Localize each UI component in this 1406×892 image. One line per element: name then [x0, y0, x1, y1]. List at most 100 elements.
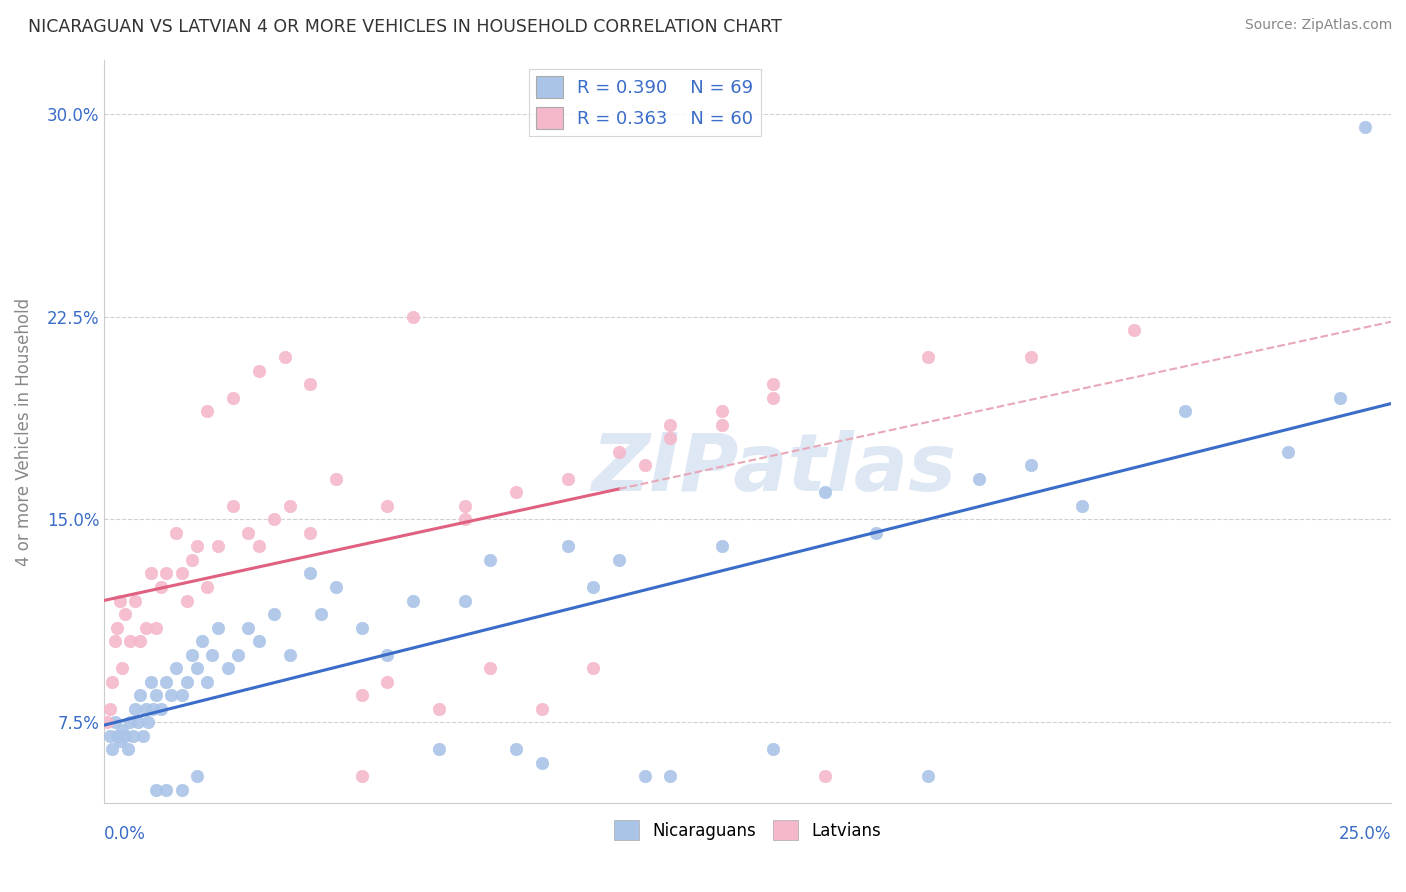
Point — [145, 688, 167, 702]
Point — [135, 701, 157, 715]
Point — [325, 472, 347, 486]
Point — [1354, 120, 1376, 135]
Point — [278, 648, 301, 662]
Text: ZIPatlas: ZIPatlas — [591, 430, 956, 508]
Point — [325, 580, 347, 594]
Point — [453, 593, 475, 607]
Point — [155, 566, 177, 581]
Point — [195, 674, 218, 689]
Point — [1019, 350, 1042, 364]
Point — [170, 566, 193, 581]
Point — [195, 404, 218, 418]
Point — [762, 377, 785, 392]
Point — [149, 580, 172, 594]
Point — [607, 553, 630, 567]
Point — [1174, 404, 1197, 418]
Point — [207, 540, 229, 554]
Point — [309, 607, 332, 621]
Point — [145, 621, 167, 635]
Point — [111, 723, 134, 738]
Point — [120, 634, 142, 648]
Point — [710, 540, 733, 554]
Point — [207, 621, 229, 635]
Point — [402, 593, 425, 607]
Point — [273, 350, 295, 364]
Point — [170, 782, 193, 797]
Point — [427, 742, 450, 756]
Point — [201, 648, 224, 662]
Text: NICARAGUAN VS LATVIAN 4 OR MORE VEHICLES IN HOUSEHOLD CORRELATION CHART: NICARAGUAN VS LATVIAN 4 OR MORE VEHICLES… — [28, 18, 782, 36]
Point — [762, 391, 785, 405]
Text: Source: ZipAtlas.com: Source: ZipAtlas.com — [1244, 18, 1392, 32]
Point — [129, 634, 152, 648]
Point — [108, 593, 131, 607]
Point — [247, 363, 270, 377]
Point — [710, 417, 733, 432]
Point — [238, 525, 260, 540]
Point — [191, 634, 214, 648]
Point — [142, 701, 165, 715]
Point — [186, 661, 208, 675]
Point — [582, 580, 605, 594]
Point — [108, 734, 131, 748]
Point — [659, 417, 682, 432]
Point — [105, 729, 128, 743]
Point — [96, 715, 118, 730]
Point — [350, 688, 373, 702]
Point — [98, 729, 121, 743]
Point — [530, 701, 553, 715]
Point — [634, 458, 657, 473]
Point — [165, 525, 187, 540]
Point — [479, 553, 502, 567]
Point — [479, 661, 502, 675]
Point — [105, 621, 128, 635]
Point — [969, 472, 991, 486]
Point — [377, 648, 399, 662]
Point — [135, 621, 157, 635]
Point — [104, 634, 127, 648]
Point — [145, 782, 167, 797]
Point — [117, 742, 139, 756]
Point — [247, 540, 270, 554]
Y-axis label: 4 or more Vehicles in Household: 4 or more Vehicles in Household — [15, 297, 32, 566]
Point — [1329, 391, 1351, 405]
Point — [1019, 458, 1042, 473]
Point — [402, 310, 425, 324]
Point — [814, 769, 837, 783]
Point — [762, 742, 785, 756]
Point — [377, 499, 399, 513]
Point — [120, 715, 142, 730]
Point — [607, 444, 630, 458]
Point — [582, 661, 605, 675]
Point — [104, 715, 127, 730]
Point — [149, 701, 172, 715]
Point — [278, 499, 301, 513]
Point — [101, 742, 124, 756]
Point — [634, 769, 657, 783]
Point — [865, 525, 887, 540]
Point — [176, 593, 198, 607]
Legend: R = 0.390    N = 69, R = 0.363    N = 60: R = 0.390 N = 69, R = 0.363 N = 60 — [529, 69, 761, 136]
Point — [659, 769, 682, 783]
Point — [222, 391, 245, 405]
Point — [124, 593, 146, 607]
Point — [238, 621, 260, 635]
Point — [186, 540, 208, 554]
Point — [114, 607, 136, 621]
Point — [217, 661, 239, 675]
Point — [101, 674, 124, 689]
Point — [1277, 444, 1299, 458]
Point — [299, 525, 322, 540]
Text: 25.0%: 25.0% — [1339, 825, 1391, 843]
Point — [710, 404, 733, 418]
Point — [155, 782, 177, 797]
Point — [139, 674, 162, 689]
Point — [557, 472, 579, 486]
Point — [222, 499, 245, 513]
Point — [350, 769, 373, 783]
Point — [917, 769, 939, 783]
Point — [427, 701, 450, 715]
Point — [127, 715, 149, 730]
Point — [114, 729, 136, 743]
Point — [557, 540, 579, 554]
